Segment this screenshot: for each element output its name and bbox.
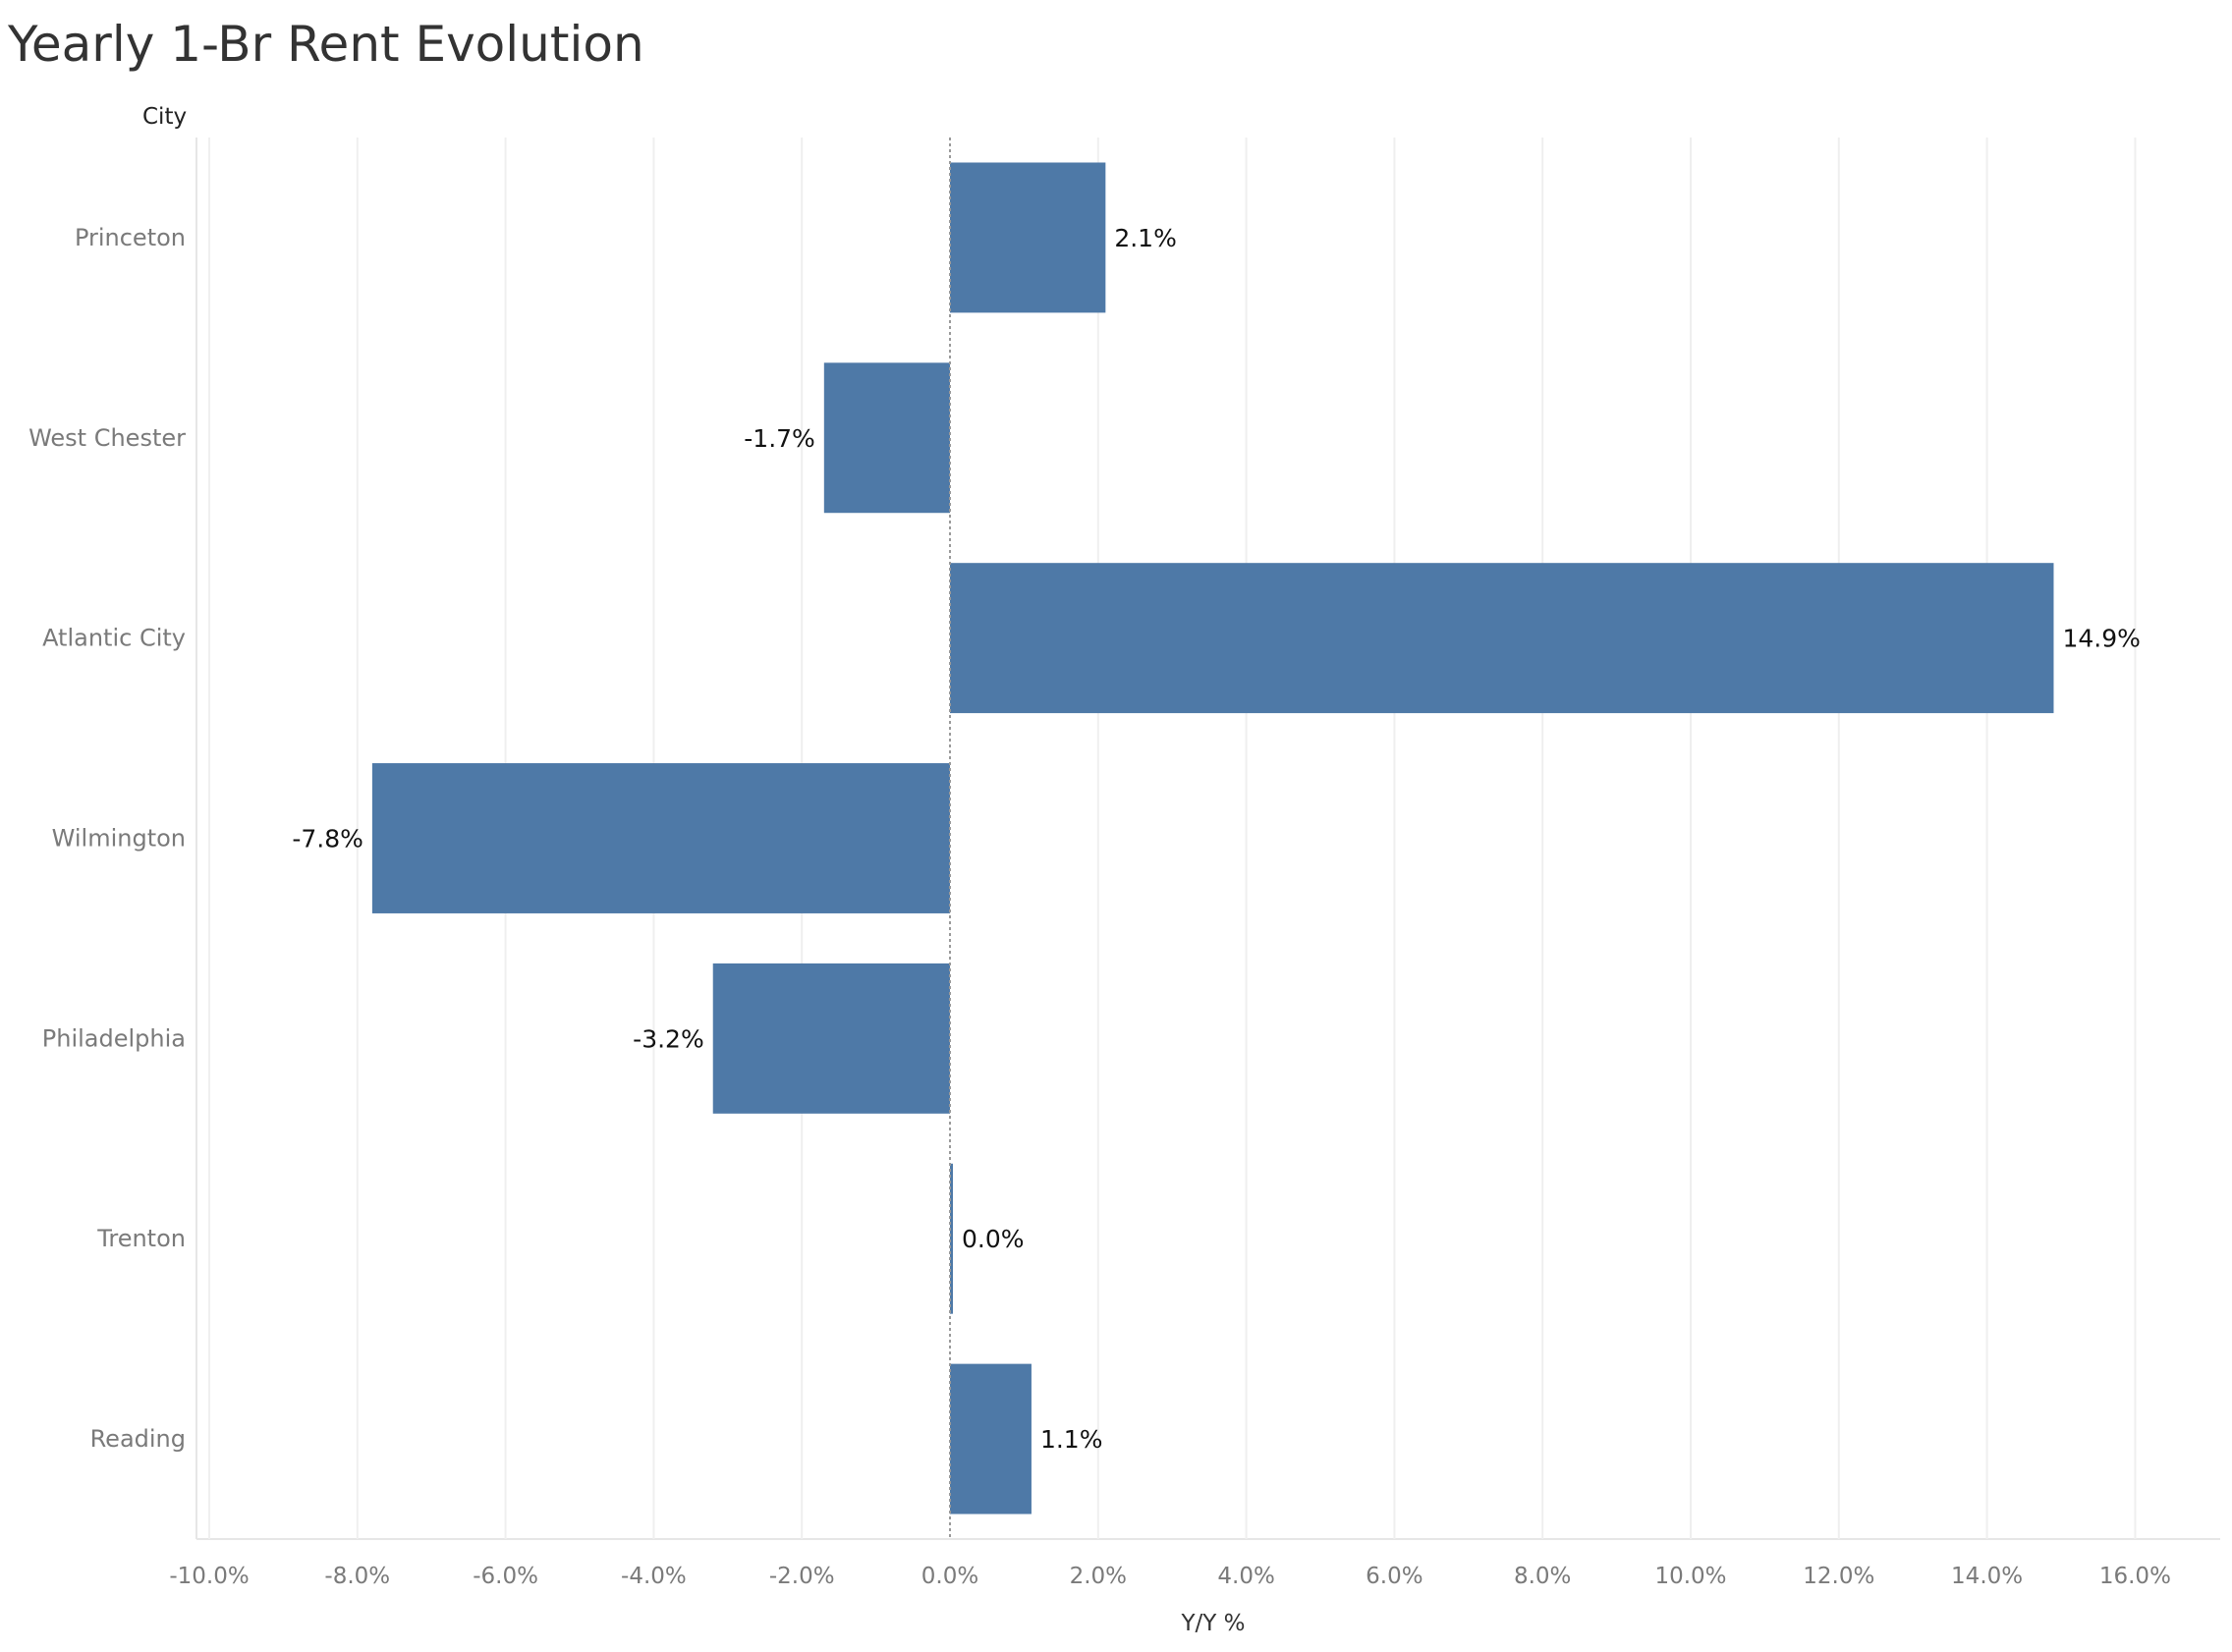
category-label: Wilmington bbox=[52, 825, 186, 853]
data-label: -3.2% bbox=[633, 1024, 704, 1053]
data-label: -1.7% bbox=[744, 424, 815, 453]
x-axis-ticks: -10.0% -8.0% -6.0% -4.0% -2.0% 0.0% 2.0% 4.0% 6.… bbox=[169, 1564, 2171, 1589]
row-header-city: City bbox=[142, 104, 188, 130]
bar bbox=[371, 763, 950, 913]
x-tick-label: 12.0% bbox=[1803, 1564, 1874, 1589]
x-tick-label: 14.0% bbox=[1951, 1564, 2023, 1589]
x-tick-label: -6.0% bbox=[473, 1564, 538, 1589]
data-labels: 2.1% -1.7% 14.9% -7.8% -3.2% 0.0% 1.1% bbox=[292, 224, 2141, 1454]
x-tick-label: -10.0% bbox=[169, 1564, 249, 1589]
data-label: 14.9% bbox=[2062, 625, 2140, 653]
category-label: West Chester bbox=[28, 424, 186, 452]
category-labels: Princeton West Chester Atlantic City Wilmin… bbox=[28, 224, 186, 1453]
bar bbox=[950, 1363, 1032, 1514]
x-tick-label: 0.0% bbox=[921, 1564, 978, 1589]
bars bbox=[371, 162, 2054, 1514]
x-tick-label: 4.0% bbox=[1217, 1564, 1274, 1589]
x-tick-label: 2.0% bbox=[1070, 1564, 1127, 1589]
x-tick-label: 8.0% bbox=[1514, 1564, 1571, 1589]
x-tick-label: 6.0% bbox=[1366, 1564, 1423, 1589]
x-tick-label: -4.0% bbox=[621, 1564, 687, 1589]
category-label: Princeton bbox=[75, 224, 186, 251]
bar bbox=[950, 162, 1106, 313]
data-label: 2.1% bbox=[1114, 224, 1177, 252]
bar bbox=[950, 563, 2054, 714]
category-label: Trenton bbox=[96, 1225, 186, 1252]
data-label: 1.1% bbox=[1040, 1425, 1103, 1454]
bar bbox=[712, 963, 950, 1114]
x-axis-title: Y/Y % bbox=[1180, 1611, 1245, 1636]
x-tick-label: 16.0% bbox=[2099, 1564, 2171, 1589]
bar bbox=[823, 362, 950, 514]
data-label: -7.8% bbox=[292, 825, 363, 854]
x-tick-label: -8.0% bbox=[324, 1564, 390, 1589]
data-label: 0.0% bbox=[962, 1225, 1025, 1253]
x-tick-label: 10.0% bbox=[1654, 1564, 1726, 1589]
category-label: Reading bbox=[90, 1425, 186, 1453]
bar bbox=[950, 1163, 953, 1314]
x-tick-label: -2.0% bbox=[769, 1564, 835, 1589]
chart-title: Yearly 1-Br Rent Evolution bbox=[8, 16, 644, 73]
category-label: Atlantic City bbox=[42, 625, 186, 652]
category-label: Philadelphia bbox=[42, 1024, 186, 1052]
